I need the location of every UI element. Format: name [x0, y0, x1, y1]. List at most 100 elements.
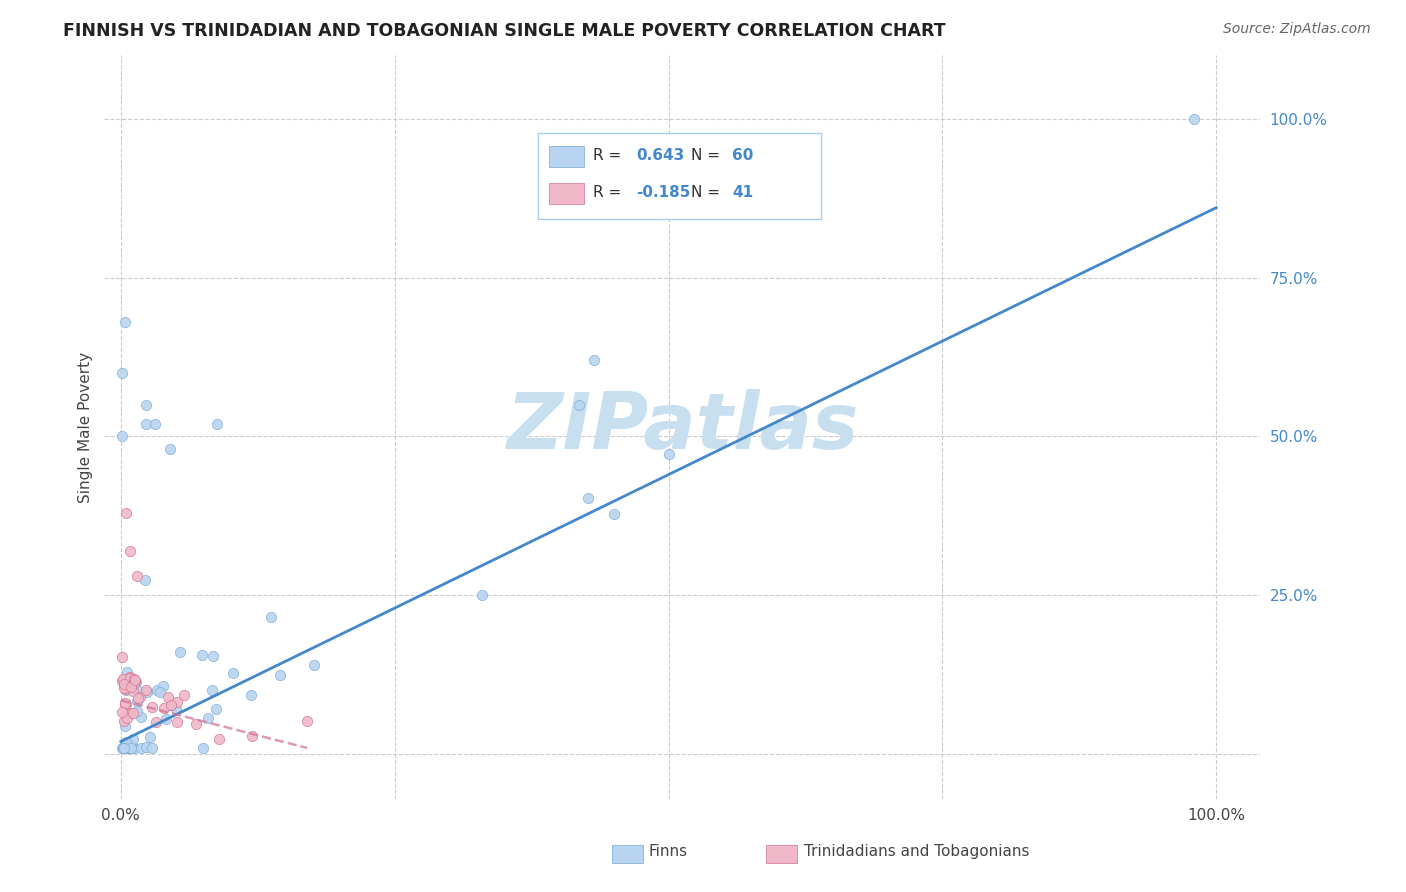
- Point: [169, 645, 191, 659]
- Point: [115, 740, 138, 755]
- Point: [115, 506, 138, 520]
- Text: 60: 60: [733, 148, 754, 163]
- Point: [471, 588, 494, 602]
- Point: [111, 672, 134, 686]
- Point: [122, 740, 145, 755]
- Point: [111, 706, 134, 720]
- Text: 41: 41: [733, 186, 754, 200]
- Text: ZIPatlas: ZIPatlas: [506, 389, 858, 465]
- Point: [124, 673, 146, 688]
- Text: R =: R =: [593, 148, 626, 163]
- Point: [197, 711, 219, 725]
- Point: [568, 398, 591, 412]
- FancyBboxPatch shape: [550, 146, 583, 167]
- Point: [112, 714, 135, 728]
- Point: [302, 657, 325, 672]
- Point: [135, 682, 157, 697]
- Point: [114, 740, 136, 755]
- Point: [145, 715, 167, 730]
- Point: [125, 674, 148, 689]
- Point: [152, 679, 174, 693]
- Point: [165, 702, 187, 716]
- Point: [166, 715, 188, 730]
- Text: R =: R =: [593, 186, 626, 200]
- Point: [120, 740, 142, 755]
- Point: [115, 735, 138, 749]
- Point: [128, 690, 150, 705]
- Point: [222, 665, 245, 680]
- Point: [155, 712, 177, 726]
- Point: [129, 740, 152, 755]
- Point: [127, 690, 149, 705]
- Text: Finns: Finns: [648, 845, 688, 859]
- Point: [120, 681, 142, 695]
- Point: [115, 711, 138, 725]
- Point: [122, 706, 145, 721]
- Point: [156, 690, 179, 704]
- Point: [114, 697, 136, 711]
- Point: [111, 740, 134, 755]
- Point: [114, 682, 136, 697]
- Point: [135, 398, 157, 412]
- Point: [120, 738, 142, 752]
- Point: [114, 697, 136, 711]
- Point: [166, 695, 188, 709]
- Y-axis label: Single Male Poverty: Single Male Poverty: [79, 351, 93, 502]
- Point: [111, 429, 134, 443]
- Point: [208, 731, 231, 746]
- Point: [129, 710, 152, 724]
- Point: [112, 677, 135, 691]
- Point: [115, 665, 138, 679]
- Point: [143, 417, 166, 431]
- Point: [603, 507, 626, 521]
- Point: [125, 569, 148, 583]
- Point: [146, 682, 169, 697]
- Text: N =: N =: [692, 148, 725, 163]
- Point: [576, 491, 599, 506]
- Point: [115, 682, 138, 697]
- Point: [260, 609, 283, 624]
- Text: Trinidadians and Tobagonians: Trinidadians and Tobagonians: [804, 845, 1029, 859]
- Point: [112, 740, 135, 755]
- Point: [120, 740, 142, 755]
- Text: N =: N =: [692, 186, 725, 200]
- Point: [114, 681, 136, 695]
- Point: [114, 719, 136, 733]
- Point: [117, 740, 139, 755]
- Point: [125, 704, 148, 718]
- Point: [205, 417, 228, 431]
- Point: [204, 702, 226, 716]
- Point: [114, 696, 136, 710]
- Text: FINNISH VS TRINIDADIAN AND TOBAGONIAN SINGLE MALE POVERTY CORRELATION CHART: FINNISH VS TRINIDADIAN AND TOBAGONIAN SI…: [63, 22, 946, 40]
- Point: [135, 685, 157, 699]
- Point: [118, 670, 141, 684]
- Point: [125, 694, 148, 708]
- Point: [134, 573, 156, 587]
- Point: [124, 673, 146, 687]
- FancyBboxPatch shape: [550, 183, 583, 204]
- Point: [193, 740, 215, 755]
- Point: [115, 706, 138, 720]
- Point: [114, 315, 136, 329]
- Point: [202, 649, 225, 664]
- Text: 0.643: 0.643: [636, 148, 685, 163]
- Text: -0.185: -0.185: [636, 186, 690, 200]
- Point: [139, 730, 162, 744]
- Point: [160, 698, 183, 713]
- Point: [120, 544, 142, 558]
- Point: [111, 366, 134, 380]
- Point: [135, 417, 157, 431]
- Point: [149, 685, 172, 699]
- Point: [141, 699, 163, 714]
- Point: [239, 688, 262, 702]
- Point: [153, 701, 176, 715]
- Point: [200, 682, 222, 697]
- Point: [111, 673, 134, 688]
- Point: [120, 740, 142, 755]
- Point: [135, 739, 157, 754]
- Point: [141, 740, 163, 755]
- Point: [127, 683, 149, 698]
- Point: [111, 740, 134, 755]
- Point: [657, 447, 679, 461]
- Point: [269, 668, 291, 682]
